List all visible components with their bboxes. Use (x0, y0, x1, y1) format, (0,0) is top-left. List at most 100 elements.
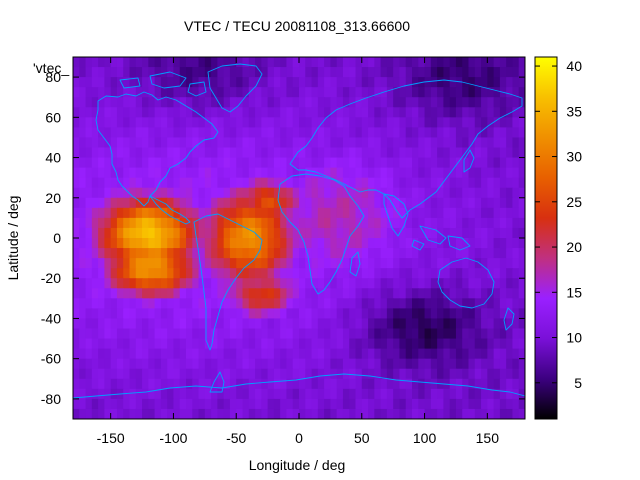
heatmap-cell (286, 278, 294, 289)
heatmap-cell (506, 87, 514, 98)
heatmap-cell (135, 318, 143, 330)
heatmap-cell (368, 288, 375, 299)
heatmap-cell (273, 127, 281, 139)
heatmap-cell (255, 207, 262, 219)
heatmap-cell (223, 217, 231, 229)
heatmap-cell (349, 217, 357, 229)
heatmap-cell (160, 177, 168, 189)
heatmap-cell (261, 127, 269, 139)
heatmap-cell (135, 238, 143, 249)
heatmap-cell (506, 57, 514, 68)
heatmap-cell (217, 77, 225, 88)
heatmap-cell (85, 408, 93, 419)
heatmap-cell (186, 207, 193, 219)
heatmap-cell (229, 248, 237, 259)
heatmap-cell (330, 328, 338, 340)
heatmap-cell (474, 147, 482, 159)
heatmap-cell (462, 358, 470, 370)
heatmap-cell (468, 298, 476, 309)
heatmap-cell (317, 207, 325, 219)
heatmap-cell (217, 57, 225, 68)
heatmap-cell (217, 67, 225, 78)
y-tick-label: 40 (45, 150, 61, 166)
heatmap-cell (223, 57, 231, 68)
heatmap-cell (129, 348, 137, 360)
heatmap-cell (204, 288, 212, 299)
heatmap-cell (424, 117, 432, 128)
heatmap-cell (255, 328, 262, 340)
heatmap-cell (462, 408, 470, 419)
heatmap-cell (223, 97, 231, 108)
heatmap-cell (167, 278, 175, 289)
heatmap-cell (129, 67, 137, 78)
heatmap-cell (405, 368, 413, 380)
heatmap-cell (374, 87, 382, 98)
y-tick-label: -40 (41, 310, 61, 326)
heatmap-cell (493, 328, 501, 340)
heatmap-cell (474, 358, 482, 370)
heatmap-cell (311, 187, 319, 199)
heatmap-cell (361, 187, 369, 199)
heatmap-cell (280, 378, 288, 390)
heatmap-cell (85, 348, 93, 360)
heatmap-cell (336, 398, 344, 410)
heatmap-cell (305, 67, 313, 78)
heatmap-cell (349, 328, 357, 340)
heatmap-cell (349, 57, 357, 68)
heatmap-cell (116, 57, 124, 68)
heatmap-cell (261, 157, 269, 169)
heatmap-cell (204, 107, 212, 118)
heatmap-cell (73, 238, 80, 249)
heatmap-cell (399, 278, 407, 289)
heatmap-cell (198, 227, 206, 239)
heatmap-cell (380, 77, 388, 88)
heatmap-cell (430, 408, 438, 419)
heatmap-cell (123, 87, 131, 98)
heatmap-cell (361, 137, 369, 149)
heatmap-cell (211, 217, 218, 229)
heatmap-cell (104, 67, 112, 78)
heatmap-cell (148, 137, 156, 149)
heatmap-cell (116, 217, 124, 229)
heatmap-cell (211, 57, 218, 68)
heatmap-cell (311, 338, 319, 350)
heatmap-cell (85, 258, 93, 269)
heatmap-cell (443, 388, 451, 400)
heatmap-cell (135, 258, 143, 269)
heatmap-cell (229, 278, 237, 289)
heatmap-cell (418, 378, 426, 390)
heatmap-cell (311, 358, 319, 370)
heatmap-cell (167, 368, 175, 380)
heatmap-cell (305, 227, 313, 239)
heatmap-cell (204, 87, 212, 98)
heatmap-cell (355, 388, 363, 400)
heatmap-cell (349, 187, 357, 199)
heatmap-cell (405, 278, 413, 289)
chart-title: VTEC / TECU 20081108_313.66600 (184, 18, 410, 34)
heatmap-cell (229, 398, 237, 410)
heatmap-cell (336, 97, 344, 108)
heatmap-cell (135, 187, 143, 199)
heatmap-cell (280, 87, 288, 98)
heatmap-cell (374, 308, 382, 320)
heatmap-cell (110, 177, 118, 189)
heatmap-cell (430, 207, 438, 219)
heatmap-cell (148, 127, 156, 139)
heatmap-cell (292, 368, 300, 380)
heatmap-cell (330, 238, 338, 249)
heatmap-cell (386, 258, 394, 269)
heatmap-cell (418, 268, 426, 279)
heatmap-cell (148, 338, 156, 350)
heatmap-cell (355, 288, 363, 299)
heatmap-cell (393, 217, 401, 229)
heatmap-cell (368, 268, 375, 279)
heatmap-cell (123, 167, 131, 179)
heatmap-cell (311, 197, 319, 209)
heatmap-cell (179, 278, 187, 289)
heatmap-cell (192, 177, 200, 189)
heatmap-cell (179, 398, 187, 410)
heatmap-cell (393, 298, 401, 309)
heatmap-cell (424, 368, 432, 380)
heatmap-cell (336, 278, 344, 289)
heatmap-cell (324, 147, 331, 159)
